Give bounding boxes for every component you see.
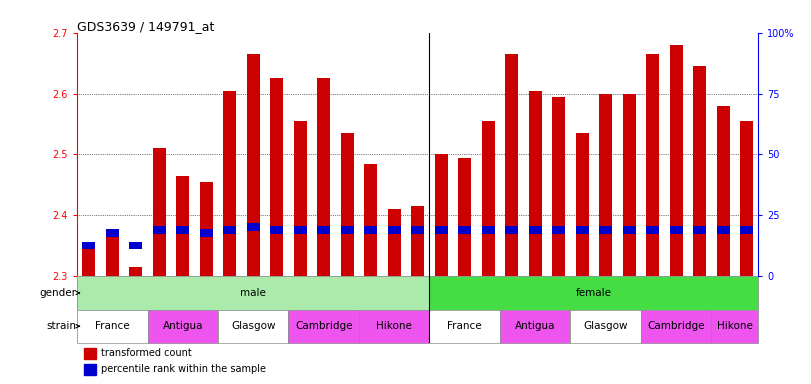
Bar [317, 227, 330, 234]
Bar [435, 154, 448, 276]
Bar [83, 243, 95, 276]
Bar [693, 66, 706, 276]
Text: transformed count: transformed count [101, 348, 191, 358]
Bar [289, 310, 359, 343]
Bar [505, 54, 518, 276]
Bar [646, 54, 659, 276]
Text: male: male [240, 288, 266, 298]
Bar [176, 176, 189, 276]
Text: Antigua: Antigua [515, 321, 556, 331]
Bar [429, 276, 758, 310]
Bar [200, 229, 212, 237]
Bar [740, 227, 753, 234]
Bar [623, 227, 636, 234]
Bar [270, 227, 283, 234]
Bar [152, 148, 165, 276]
Text: female: female [576, 288, 611, 298]
Text: strain: strain [46, 321, 76, 331]
Bar [435, 227, 448, 234]
Bar [458, 227, 471, 234]
Bar [105, 229, 118, 237]
Bar [500, 310, 570, 343]
Bar [570, 310, 641, 343]
Bar [576, 133, 589, 276]
Bar [670, 45, 683, 276]
Text: percentile rank within the sample: percentile rank within the sample [101, 364, 266, 374]
Bar [411, 206, 424, 276]
Bar [482, 227, 495, 234]
Bar [388, 227, 401, 234]
Bar [129, 242, 142, 249]
Bar [77, 276, 429, 310]
Bar [294, 121, 307, 276]
Bar [341, 133, 354, 276]
Bar [105, 231, 118, 276]
Text: France: France [95, 321, 130, 331]
Text: GDS3639 / 149791_at: GDS3639 / 149791_at [77, 20, 214, 33]
Bar [717, 106, 730, 276]
Bar [148, 310, 218, 343]
Bar [270, 78, 283, 276]
Bar [646, 227, 659, 234]
Bar [505, 227, 518, 234]
Text: Cambridge: Cambridge [295, 321, 353, 331]
Bar [247, 54, 260, 276]
Bar [364, 164, 377, 276]
Bar [152, 227, 165, 234]
Bar [411, 227, 424, 234]
Bar [552, 227, 565, 234]
Bar [529, 227, 542, 234]
Bar [429, 310, 500, 343]
Bar [670, 227, 683, 234]
Bar [552, 97, 565, 276]
Bar [529, 91, 542, 276]
Bar [176, 227, 189, 234]
Text: Glasgow: Glasgow [583, 321, 628, 331]
Bar [84, 364, 97, 375]
Text: Hikone: Hikone [717, 321, 753, 331]
Bar [83, 242, 95, 249]
Bar [247, 223, 260, 231]
Bar [223, 227, 236, 234]
Text: Hikone: Hikone [376, 321, 412, 331]
Bar [364, 227, 377, 234]
Bar [84, 348, 97, 359]
Bar [641, 310, 711, 343]
Bar [77, 310, 148, 343]
Bar [223, 91, 236, 276]
Bar [200, 182, 212, 276]
Text: Antigua: Antigua [162, 321, 203, 331]
Bar [341, 227, 354, 234]
Bar [294, 227, 307, 234]
Bar [218, 310, 289, 343]
Bar [388, 209, 401, 276]
Text: gender: gender [40, 288, 76, 298]
Bar [623, 94, 636, 276]
Bar [576, 227, 589, 234]
Bar [740, 121, 753, 276]
Text: Glasgow: Glasgow [231, 321, 276, 331]
Bar [359, 310, 429, 343]
Bar [599, 227, 612, 234]
Bar [482, 121, 495, 276]
Bar [711, 310, 758, 343]
Bar [317, 78, 330, 276]
Bar [717, 227, 730, 234]
Bar [129, 267, 142, 276]
Bar [458, 157, 471, 276]
Bar [693, 227, 706, 234]
Bar [599, 94, 612, 276]
Text: France: France [448, 321, 482, 331]
Text: Cambridge: Cambridge [647, 321, 705, 331]
